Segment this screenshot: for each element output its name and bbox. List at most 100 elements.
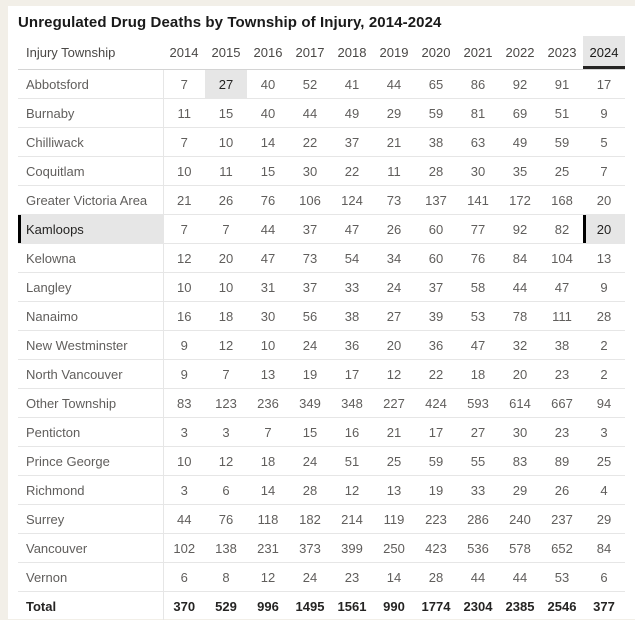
cell-nanaimo-2019[interactable]: 27 [373, 302, 415, 331]
row-label-penticton[interactable]: Penticton [18, 418, 163, 447]
row-label-new-westminster[interactable]: New Westminster [18, 331, 163, 360]
cell-chilliwack-2022[interactable]: 49 [499, 128, 541, 157]
cell-penticton-2020[interactable]: 17 [415, 418, 457, 447]
cell-chilliwack-2014[interactable]: 7 [163, 128, 205, 157]
cell-vernon-2014[interactable]: 6 [163, 563, 205, 592]
cell-chilliwack-2019[interactable]: 21 [373, 128, 415, 157]
cell-other-township-2019[interactable]: 227 [373, 389, 415, 418]
cell-surrey-2024[interactable]: 29 [583, 505, 625, 534]
cell-kamloops-2014[interactable]: 7 [163, 215, 205, 244]
cell-other-township-2017[interactable]: 349 [289, 389, 331, 418]
row-label-vernon[interactable]: Vernon [18, 563, 163, 592]
cell-coquitlam-2015[interactable]: 11 [205, 157, 247, 186]
cell-greater-victoria-area-2019[interactable]: 73 [373, 186, 415, 215]
cell-surrey-2017[interactable]: 182 [289, 505, 331, 534]
cell-kamloops-2017[interactable]: 37 [289, 215, 331, 244]
cell-nanaimo-2017[interactable]: 56 [289, 302, 331, 331]
cell-total-2016[interactable]: 996 [247, 592, 289, 620]
cell-vernon-2023[interactable]: 53 [541, 563, 583, 592]
cell-north-vancouver-2017[interactable]: 19 [289, 360, 331, 389]
row-label-richmond[interactable]: Richmond [18, 476, 163, 505]
cell-kamloops-2016[interactable]: 44 [247, 215, 289, 244]
cell-prince-george-2019[interactable]: 25 [373, 447, 415, 476]
cell-abbotsford-2020[interactable]: 65 [415, 70, 457, 99]
cell-chilliwack-2017[interactable]: 22 [289, 128, 331, 157]
column-header-2014[interactable]: 2014 [163, 36, 205, 70]
cell-kamloops-2019[interactable]: 26 [373, 215, 415, 244]
cell-abbotsford-2021[interactable]: 86 [457, 70, 499, 99]
cell-surrey-2020[interactable]: 223 [415, 505, 457, 534]
cell-penticton-2015[interactable]: 3 [205, 418, 247, 447]
cell-abbotsford-2019[interactable]: 44 [373, 70, 415, 99]
cell-kamloops-2020[interactable]: 60 [415, 215, 457, 244]
row-label-chilliwack[interactable]: Chilliwack [18, 128, 163, 157]
column-header-2017[interactable]: 2017 [289, 36, 331, 70]
cell-new-westminster-2022[interactable]: 32 [499, 331, 541, 360]
cell-nanaimo-2022[interactable]: 78 [499, 302, 541, 331]
cell-new-westminster-2014[interactable]: 9 [163, 331, 205, 360]
cell-other-township-2018[interactable]: 348 [331, 389, 373, 418]
cell-prince-george-2022[interactable]: 83 [499, 447, 541, 476]
cell-total-2017[interactable]: 1495 [289, 592, 331, 620]
cell-burnaby-2024[interactable]: 9 [583, 99, 625, 128]
cell-langley-2014[interactable]: 10 [163, 273, 205, 302]
cell-other-township-2014[interactable]: 83 [163, 389, 205, 418]
cell-new-westminster-2023[interactable]: 38 [541, 331, 583, 360]
cell-nanaimo-2024[interactable]: 28 [583, 302, 625, 331]
cell-nanaimo-2021[interactable]: 53 [457, 302, 499, 331]
cell-kelowna-2014[interactable]: 12 [163, 244, 205, 273]
cell-total-2020[interactable]: 1774 [415, 592, 457, 620]
cell-langley-2022[interactable]: 44 [499, 273, 541, 302]
cell-greater-victoria-area-2015[interactable]: 26 [205, 186, 247, 215]
cell-north-vancouver-2019[interactable]: 12 [373, 360, 415, 389]
cell-greater-victoria-area-2017[interactable]: 106 [289, 186, 331, 215]
cell-prince-george-2024[interactable]: 25 [583, 447, 625, 476]
cell-langley-2018[interactable]: 33 [331, 273, 373, 302]
cell-richmond-2023[interactable]: 26 [541, 476, 583, 505]
cell-total-2014[interactable]: 370 [163, 592, 205, 620]
cell-other-township-2024[interactable]: 94 [583, 389, 625, 418]
cell-north-vancouver-2020[interactable]: 22 [415, 360, 457, 389]
cell-penticton-2024[interactable]: 3 [583, 418, 625, 447]
cell-surrey-2018[interactable]: 214 [331, 505, 373, 534]
cell-other-township-2023[interactable]: 667 [541, 389, 583, 418]
cell-kelowna-2015[interactable]: 20 [205, 244, 247, 273]
cell-new-westminster-2024[interactable]: 2 [583, 331, 625, 360]
cell-total-2024[interactable]: 377 [583, 592, 625, 620]
cell-total-2022[interactable]: 2385 [499, 592, 541, 620]
cell-kelowna-2022[interactable]: 84 [499, 244, 541, 273]
cell-richmond-2024[interactable]: 4 [583, 476, 625, 505]
cell-coquitlam-2018[interactable]: 22 [331, 157, 373, 186]
cell-richmond-2015[interactable]: 6 [205, 476, 247, 505]
cell-kelowna-2016[interactable]: 47 [247, 244, 289, 273]
cell-abbotsford-2024[interactable]: 17 [583, 70, 625, 99]
cell-coquitlam-2017[interactable]: 30 [289, 157, 331, 186]
cell-penticton-2019[interactable]: 21 [373, 418, 415, 447]
cell-abbotsford-2022[interactable]: 92 [499, 70, 541, 99]
cell-coquitlam-2016[interactable]: 15 [247, 157, 289, 186]
cell-greater-victoria-area-2022[interactable]: 172 [499, 186, 541, 215]
cell-kamloops-2024[interactable]: 20 [583, 215, 625, 244]
cell-langley-2024[interactable]: 9 [583, 273, 625, 302]
cell-chilliwack-2015[interactable]: 10 [205, 128, 247, 157]
column-header-2021[interactable]: 2021 [457, 36, 499, 70]
row-label-kamloops[interactable]: Kamloops [18, 215, 163, 244]
cell-burnaby-2016[interactable]: 40 [247, 99, 289, 128]
cell-kelowna-2024[interactable]: 13 [583, 244, 625, 273]
cell-vernon-2024[interactable]: 6 [583, 563, 625, 592]
cell-kelowna-2017[interactable]: 73 [289, 244, 331, 273]
cell-richmond-2021[interactable]: 33 [457, 476, 499, 505]
cell-langley-2023[interactable]: 47 [541, 273, 583, 302]
cell-north-vancouver-2018[interactable]: 17 [331, 360, 373, 389]
cell-coquitlam-2019[interactable]: 11 [373, 157, 415, 186]
cell-new-westminster-2017[interactable]: 24 [289, 331, 331, 360]
cell-total-2015[interactable]: 529 [205, 592, 247, 620]
cell-coquitlam-2014[interactable]: 10 [163, 157, 205, 186]
cell-vancouver-2024[interactable]: 84 [583, 534, 625, 563]
row-label-coquitlam[interactable]: Coquitlam [18, 157, 163, 186]
cell-north-vancouver-2015[interactable]: 7 [205, 360, 247, 389]
cell-coquitlam-2022[interactable]: 35 [499, 157, 541, 186]
column-header-injury-township[interactable]: Injury Township [18, 36, 163, 70]
cell-other-township-2020[interactable]: 424 [415, 389, 457, 418]
cell-abbotsford-2014[interactable]: 7 [163, 70, 205, 99]
